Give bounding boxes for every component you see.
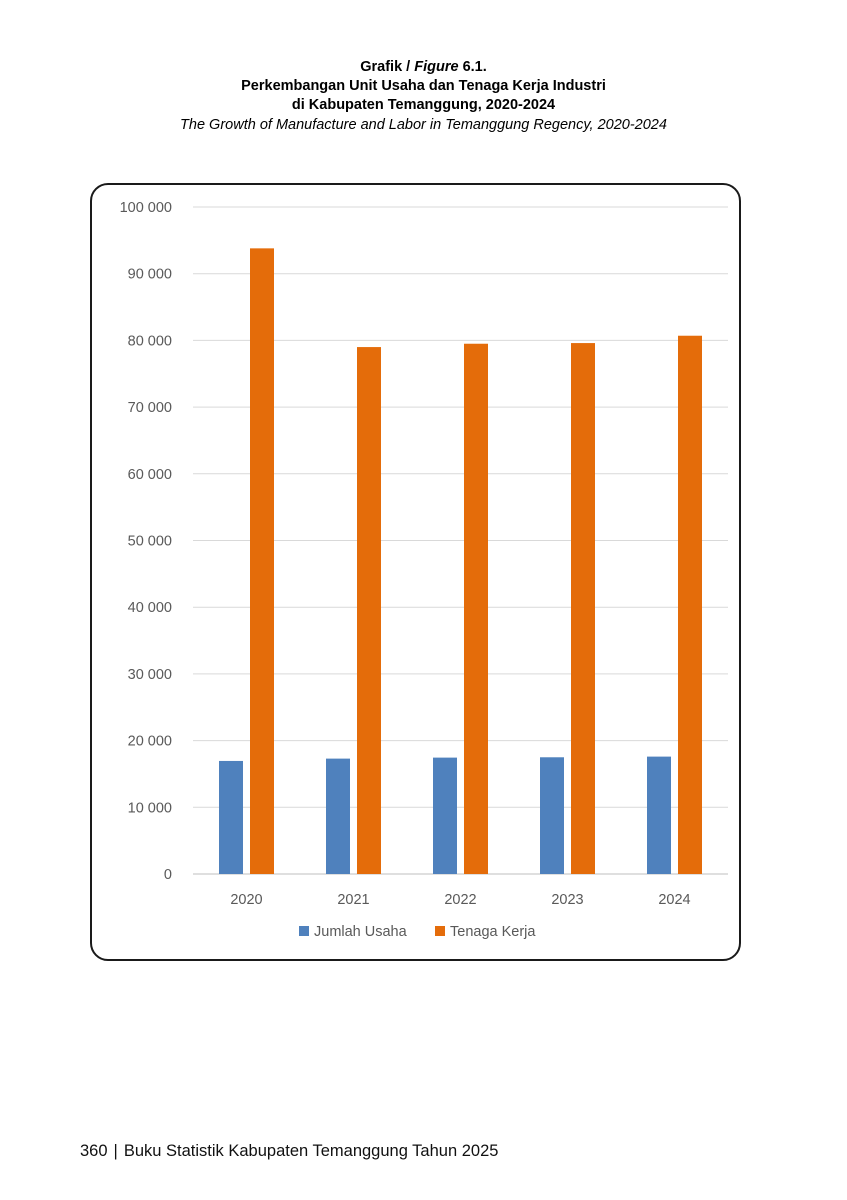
legend-label: Tenaga Kerja <box>450 924 536 940</box>
bar-tenaga-kerja <box>464 343 488 874</box>
footer-separator: | <box>113 1142 118 1160</box>
bar-chart: 0 10 000 20 000 30 000 40 000 50 000 60 000 70 … <box>120 200 728 940</box>
title-prefix: Grafik / <box>360 59 415 75</box>
y-tick-label: 0 <box>164 867 172 883</box>
y-tick-label: 70 000 <box>128 400 172 416</box>
bar-jumlah-usaha <box>219 760 243 874</box>
y-tick-label: 20 000 <box>128 734 172 750</box>
y-tick-label: 90 000 <box>128 267 172 283</box>
title-figure-word: Figure <box>414 59 459 75</box>
y-tick-label: 40 000 <box>128 600 172 616</box>
figure-title-line2: Perkembangan Unit Usaha dan Tenaga Kerja… <box>241 78 606 94</box>
bar-jumlah-usaha <box>647 756 671 874</box>
y-tick-label: 80 000 <box>128 333 172 349</box>
y-tick-label: 10 000 <box>128 800 172 816</box>
x-tick-label: 2024 <box>658 892 690 908</box>
footer-book-title: Buku Statistik Kabupaten Temanggung Tahu… <box>123 1142 499 1160</box>
page-footer: 360 | Buku Statistik Kabupaten Temanggung … <box>80 1142 498 1161</box>
x-tick-label: 2020 <box>230 892 262 908</box>
figure-title-english: The Growth of Manufacture and Labor in T… <box>180 117 667 133</box>
bar-tenaga-kerja <box>678 335 702 874</box>
title-number: 6.1. <box>458 59 487 75</box>
y-tick-label: 100 000 <box>120 200 172 216</box>
bar-jumlah-usaha <box>326 758 350 874</box>
x-tick-label: 2022 <box>444 892 476 908</box>
legend-label: Jumlah Usaha <box>314 924 408 940</box>
legend-swatch <box>299 926 309 936</box>
bar-tenaga-kerja <box>250 248 274 874</box>
figure-title-line1: Grafik / Figure 6.1. <box>0 58 847 77</box>
x-tick-label: 2023 <box>551 892 583 908</box>
y-tick-label: 50 000 <box>128 534 172 550</box>
bar-jumlah-usaha <box>433 757 457 874</box>
y-tick-label: 30 000 <box>128 667 172 683</box>
bar-jumlah-usaha <box>540 757 564 874</box>
x-tick-label: 2021 <box>337 892 369 908</box>
figure-title-line3: di Kabupaten Temanggung, 2020-2024 <box>291 97 556 113</box>
bar-tenaga-kerja <box>357 347 381 874</box>
bar-tenaga-kerja <box>571 343 595 874</box>
y-tick-label: 60 000 <box>128 467 172 483</box>
legend-swatch <box>435 926 445 936</box>
page-number: 360 <box>80 1142 108 1160</box>
figure-title-block: Grafik / Figure 6.1. Perkembangan Unit U… <box>0 58 847 136</box>
chart-frame: 0 10 000 20 000 30 000 40 000 50 000 60 000 70 … <box>90 183 741 961</box>
